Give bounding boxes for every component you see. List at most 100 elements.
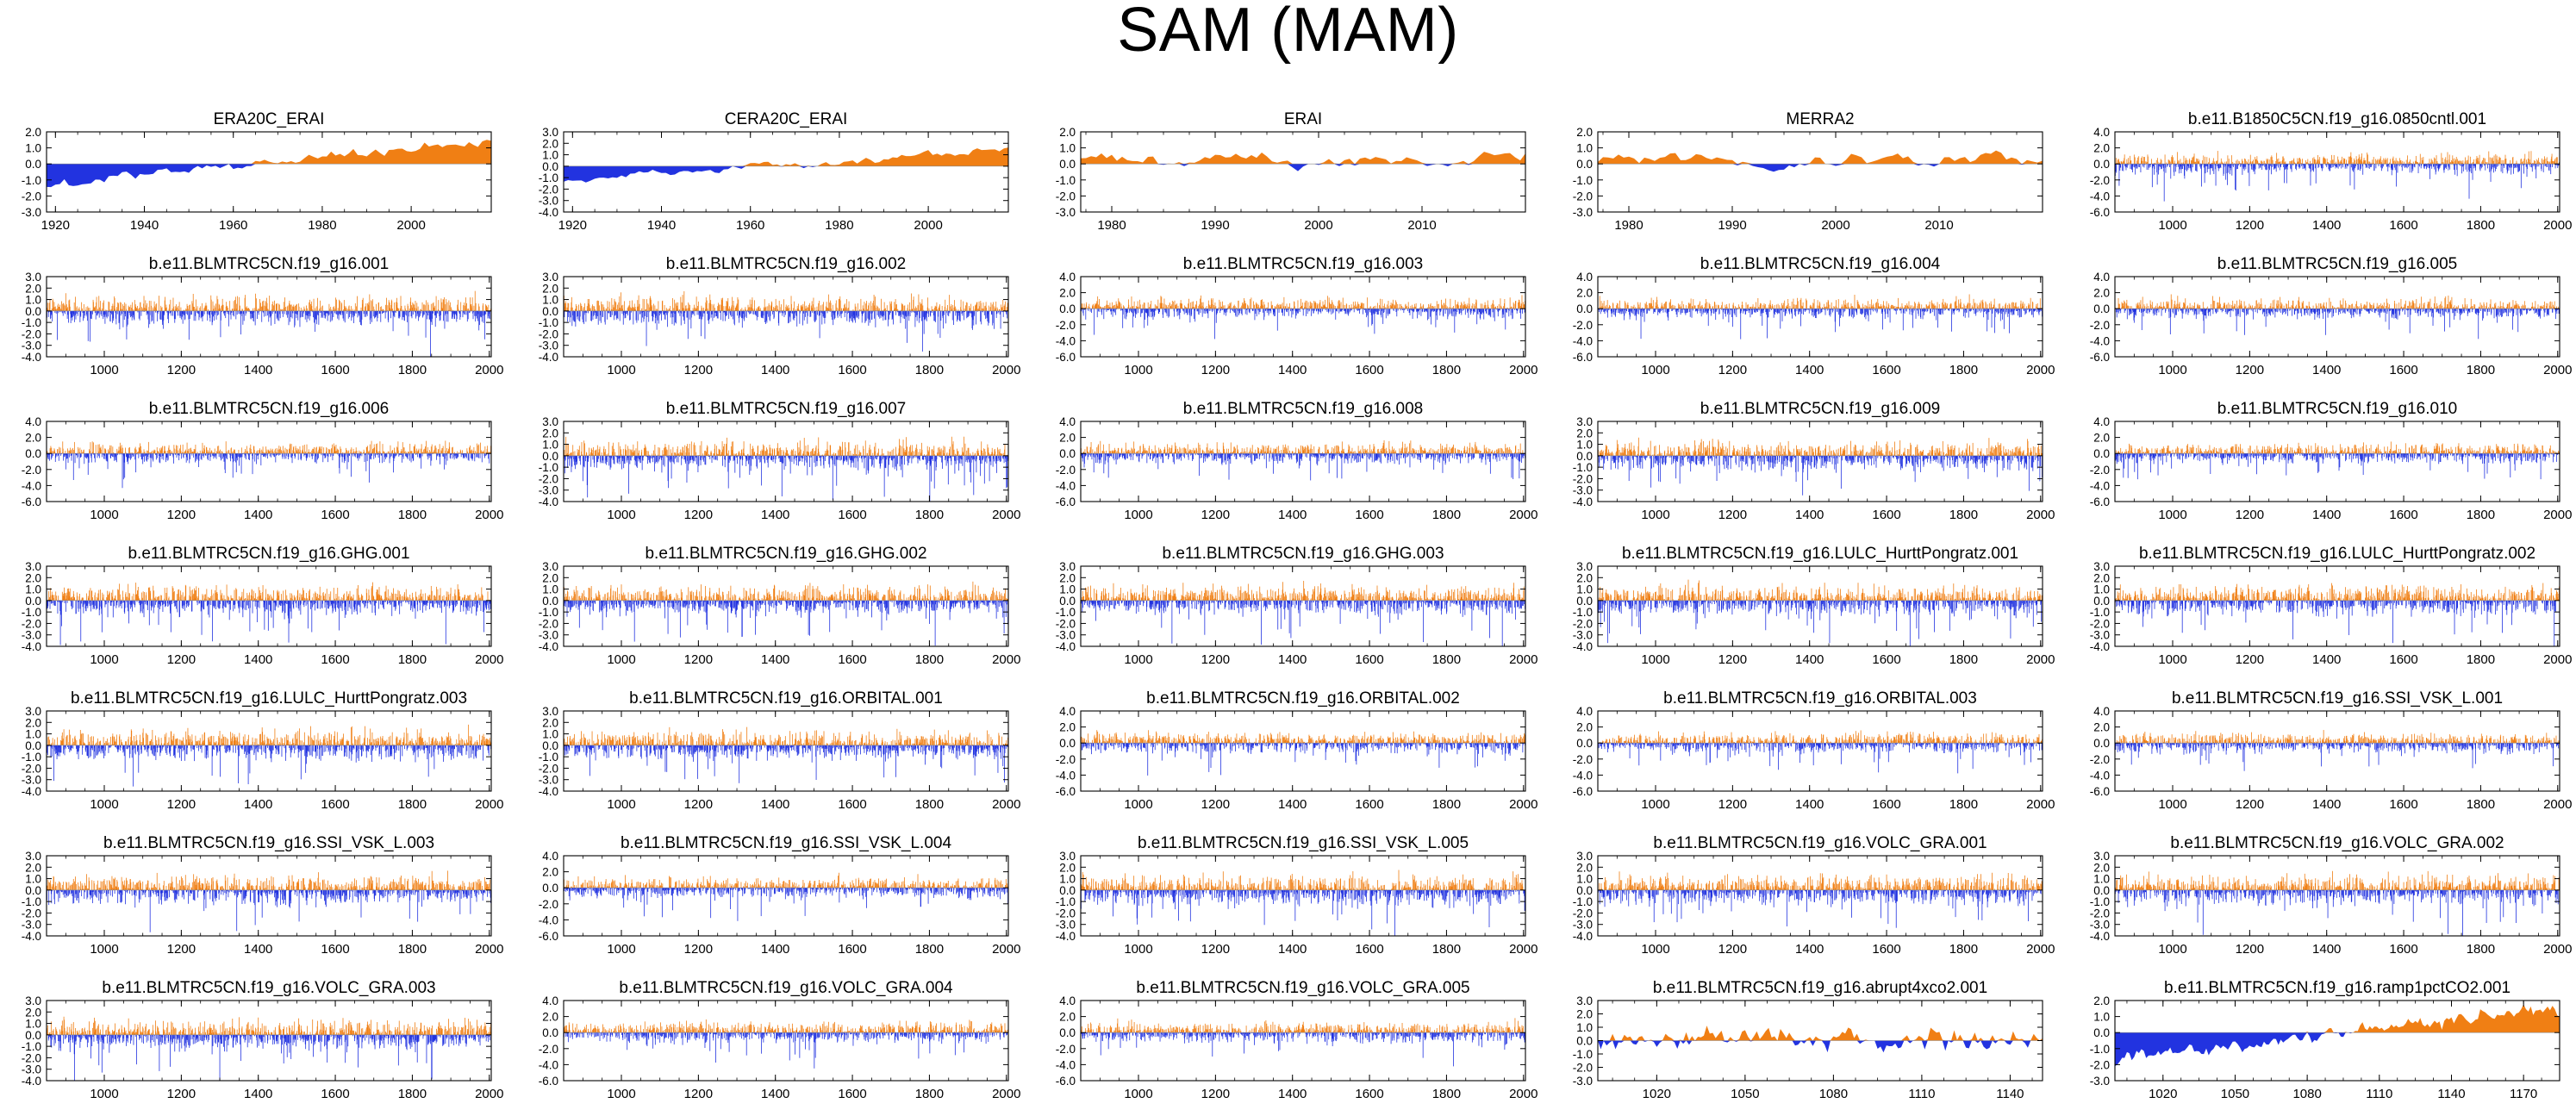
panel-title: b.e11.BLMTRC5CN.f19_g16.001 [149, 255, 389, 273]
x-tick-label: 1940 [130, 218, 159, 233]
x-tick-label: 1990 [1718, 218, 1746, 233]
negative-fill [1598, 164, 2043, 172]
x-tick-label: 2010 [1924, 218, 1953, 233]
x-tick-label: 1990 [1201, 218, 1229, 233]
series-area [1081, 295, 1525, 340]
x-tick-label: 1200 [2236, 218, 2264, 233]
y-tick-label: -2.0 [539, 183, 558, 196]
x-tick-label: 2000 [1821, 218, 1849, 233]
y-tick-label: -1.0 [22, 316, 41, 329]
y-tick-label: 2.0 [2093, 142, 2110, 155]
panel-title: b.e11.BLMTRC5CN.f19_g16.002 [666, 255, 906, 273]
y-tick-label: -2.0 [22, 190, 41, 203]
y-tick-label: -2.0 [22, 327, 41, 340]
plot-frame [46, 276, 492, 358]
y-tick-label: -1.0 [539, 171, 558, 184]
y-tick-label: 2.0 [542, 282, 558, 295]
panel-title: b.e11.B1850C5CN.f19_g16.0850cntl.001 [2188, 110, 2486, 128]
panel: b.e11.BLMTRC5CN.f19_g16.0023.02.01.00.0-… [539, 255, 1021, 377]
x-tick-label: 1400 [2312, 218, 2341, 233]
y-tick-label: 2.0 [25, 126, 41, 139]
y-tick-label: 2.0 [542, 137, 558, 150]
y-tick-label: -1.0 [539, 316, 558, 329]
x-tick-label: 2000 [1304, 218, 1332, 233]
y-tick-label: -4.0 [22, 351, 41, 364]
y-tick-label: -4.0 [539, 351, 558, 364]
positive-fill [47, 140, 491, 165]
y-tick-label: 0.0 [25, 158, 41, 171]
x-tick-label: 1920 [558, 218, 587, 233]
x-tick-label: 2000 [914, 218, 942, 233]
y-tick-label: 1.0 [542, 149, 558, 162]
y-tick-label: -2.0 [2090, 174, 2110, 187]
y-tick-label: 0.0 [1059, 158, 1076, 171]
x-tick-label: 1000 [2158, 218, 2186, 233]
x-tick-label: 1000 [607, 363, 635, 377]
y-tick-label: -2.0 [1056, 190, 1076, 203]
series-area [1598, 150, 2043, 172]
negative-fill [47, 164, 491, 188]
x-tick-label: 2000 [396, 218, 425, 233]
x-tick-label: 1980 [1097, 218, 1126, 233]
y-tick-label: 0.0 [25, 305, 41, 318]
y-tick-label: -3.0 [22, 206, 41, 219]
panel-title: ERA20C_ERAI [214, 110, 325, 128]
y-tick-label: -3.0 [22, 340, 41, 352]
y-tick-label: -2.0 [1573, 190, 1593, 203]
y-tick-label: 0.0 [2093, 158, 2110, 171]
panel: MERRA2 2.0 1.0 0.0 -1.0 -2.0 -3.0 1980 1990 2000 2… [1573, 110, 2043, 233]
plot-frame [46, 131, 492, 213]
y-tick-label: -4.0 [2090, 190, 2110, 203]
panel: b.e11.B1850C5CN.f19_g16.0850cntl.001 4.0 2… [2090, 110, 2573, 233]
y-tick-label: 3.0 [542, 271, 558, 284]
x-tick-label: 1600 [838, 363, 866, 377]
plot-frame [563, 131, 1009, 213]
series-area [1081, 152, 1525, 171]
x-tick-label: 1200 [684, 363, 713, 377]
plot-frame [2114, 131, 2560, 213]
y-tick-label: -3.0 [1573, 206, 1593, 219]
y-tick-label: -3.0 [1056, 206, 1076, 219]
positive-fill [1598, 150, 2043, 165]
y-tick-label: 3.0 [542, 126, 558, 139]
series-area [47, 140, 491, 188]
x-tick-label: 1600 [321, 363, 349, 377]
panel: b.e11.BLMTRC5CN.f19_g16.0013.02.01.00.0-… [22, 255, 504, 377]
y-tick-label: 0.0 [542, 305, 558, 318]
plot-frame [1597, 131, 2043, 213]
y-tick-label: -6.0 [2090, 206, 2110, 219]
series-area [564, 147, 1008, 183]
y-tick-label: -2.0 [539, 327, 558, 340]
series-area [2115, 151, 2560, 202]
y-tick-label: -3.0 [539, 340, 558, 352]
x-tick-label: 2000 [2543, 218, 2572, 233]
negative-fill [1081, 164, 1525, 171]
plot-frame [563, 276, 1009, 358]
y-tick-label: 2.0 [1059, 126, 1076, 139]
y-tick-label: 2.0 [25, 282, 41, 295]
y-tick-label: 1.0 [25, 142, 41, 155]
x-tick-label: 1960 [736, 218, 764, 233]
plot-frame [1080, 131, 1526, 213]
x-tick-label: 1400 [761, 363, 789, 377]
negative-fill [564, 165, 1008, 183]
panel-title: ERAI [1284, 110, 1322, 128]
x-tick-label: 1980 [1614, 218, 1643, 233]
panel-title: b.e11.BLMTRC5CN.f19_g16.003 [1183, 255, 1423, 273]
y-tick-label: 1.0 [1059, 142, 1076, 155]
x-tick-label: 1920 [41, 218, 70, 233]
panel: ERAI 2.0 1.0 0.0 -1.0 -2.0 -3.0 1980 1990 2000 201… [1056, 110, 1526, 233]
x-tick-label: 1980 [308, 218, 336, 233]
y-tick-label: -1.0 [1056, 174, 1076, 187]
y-tick-label: 0.0 [542, 160, 558, 173]
panel: b.e11.BLMTRC5CN.f19_g16.0034.02.00.0-2.0… [1056, 255, 1538, 377]
series-area [47, 290, 491, 357]
x-tick-label: 1980 [825, 218, 853, 233]
y-tick-label: 1.0 [542, 294, 558, 307]
x-tick-label: 1800 [915, 363, 944, 377]
y-tick-label: 1.0 [1576, 142, 1593, 155]
x-tick-label: 1600 [2389, 218, 2417, 233]
x-tick-label: 1800 [398, 363, 427, 377]
panel-title: CERA20C_ERAI [725, 110, 848, 128]
